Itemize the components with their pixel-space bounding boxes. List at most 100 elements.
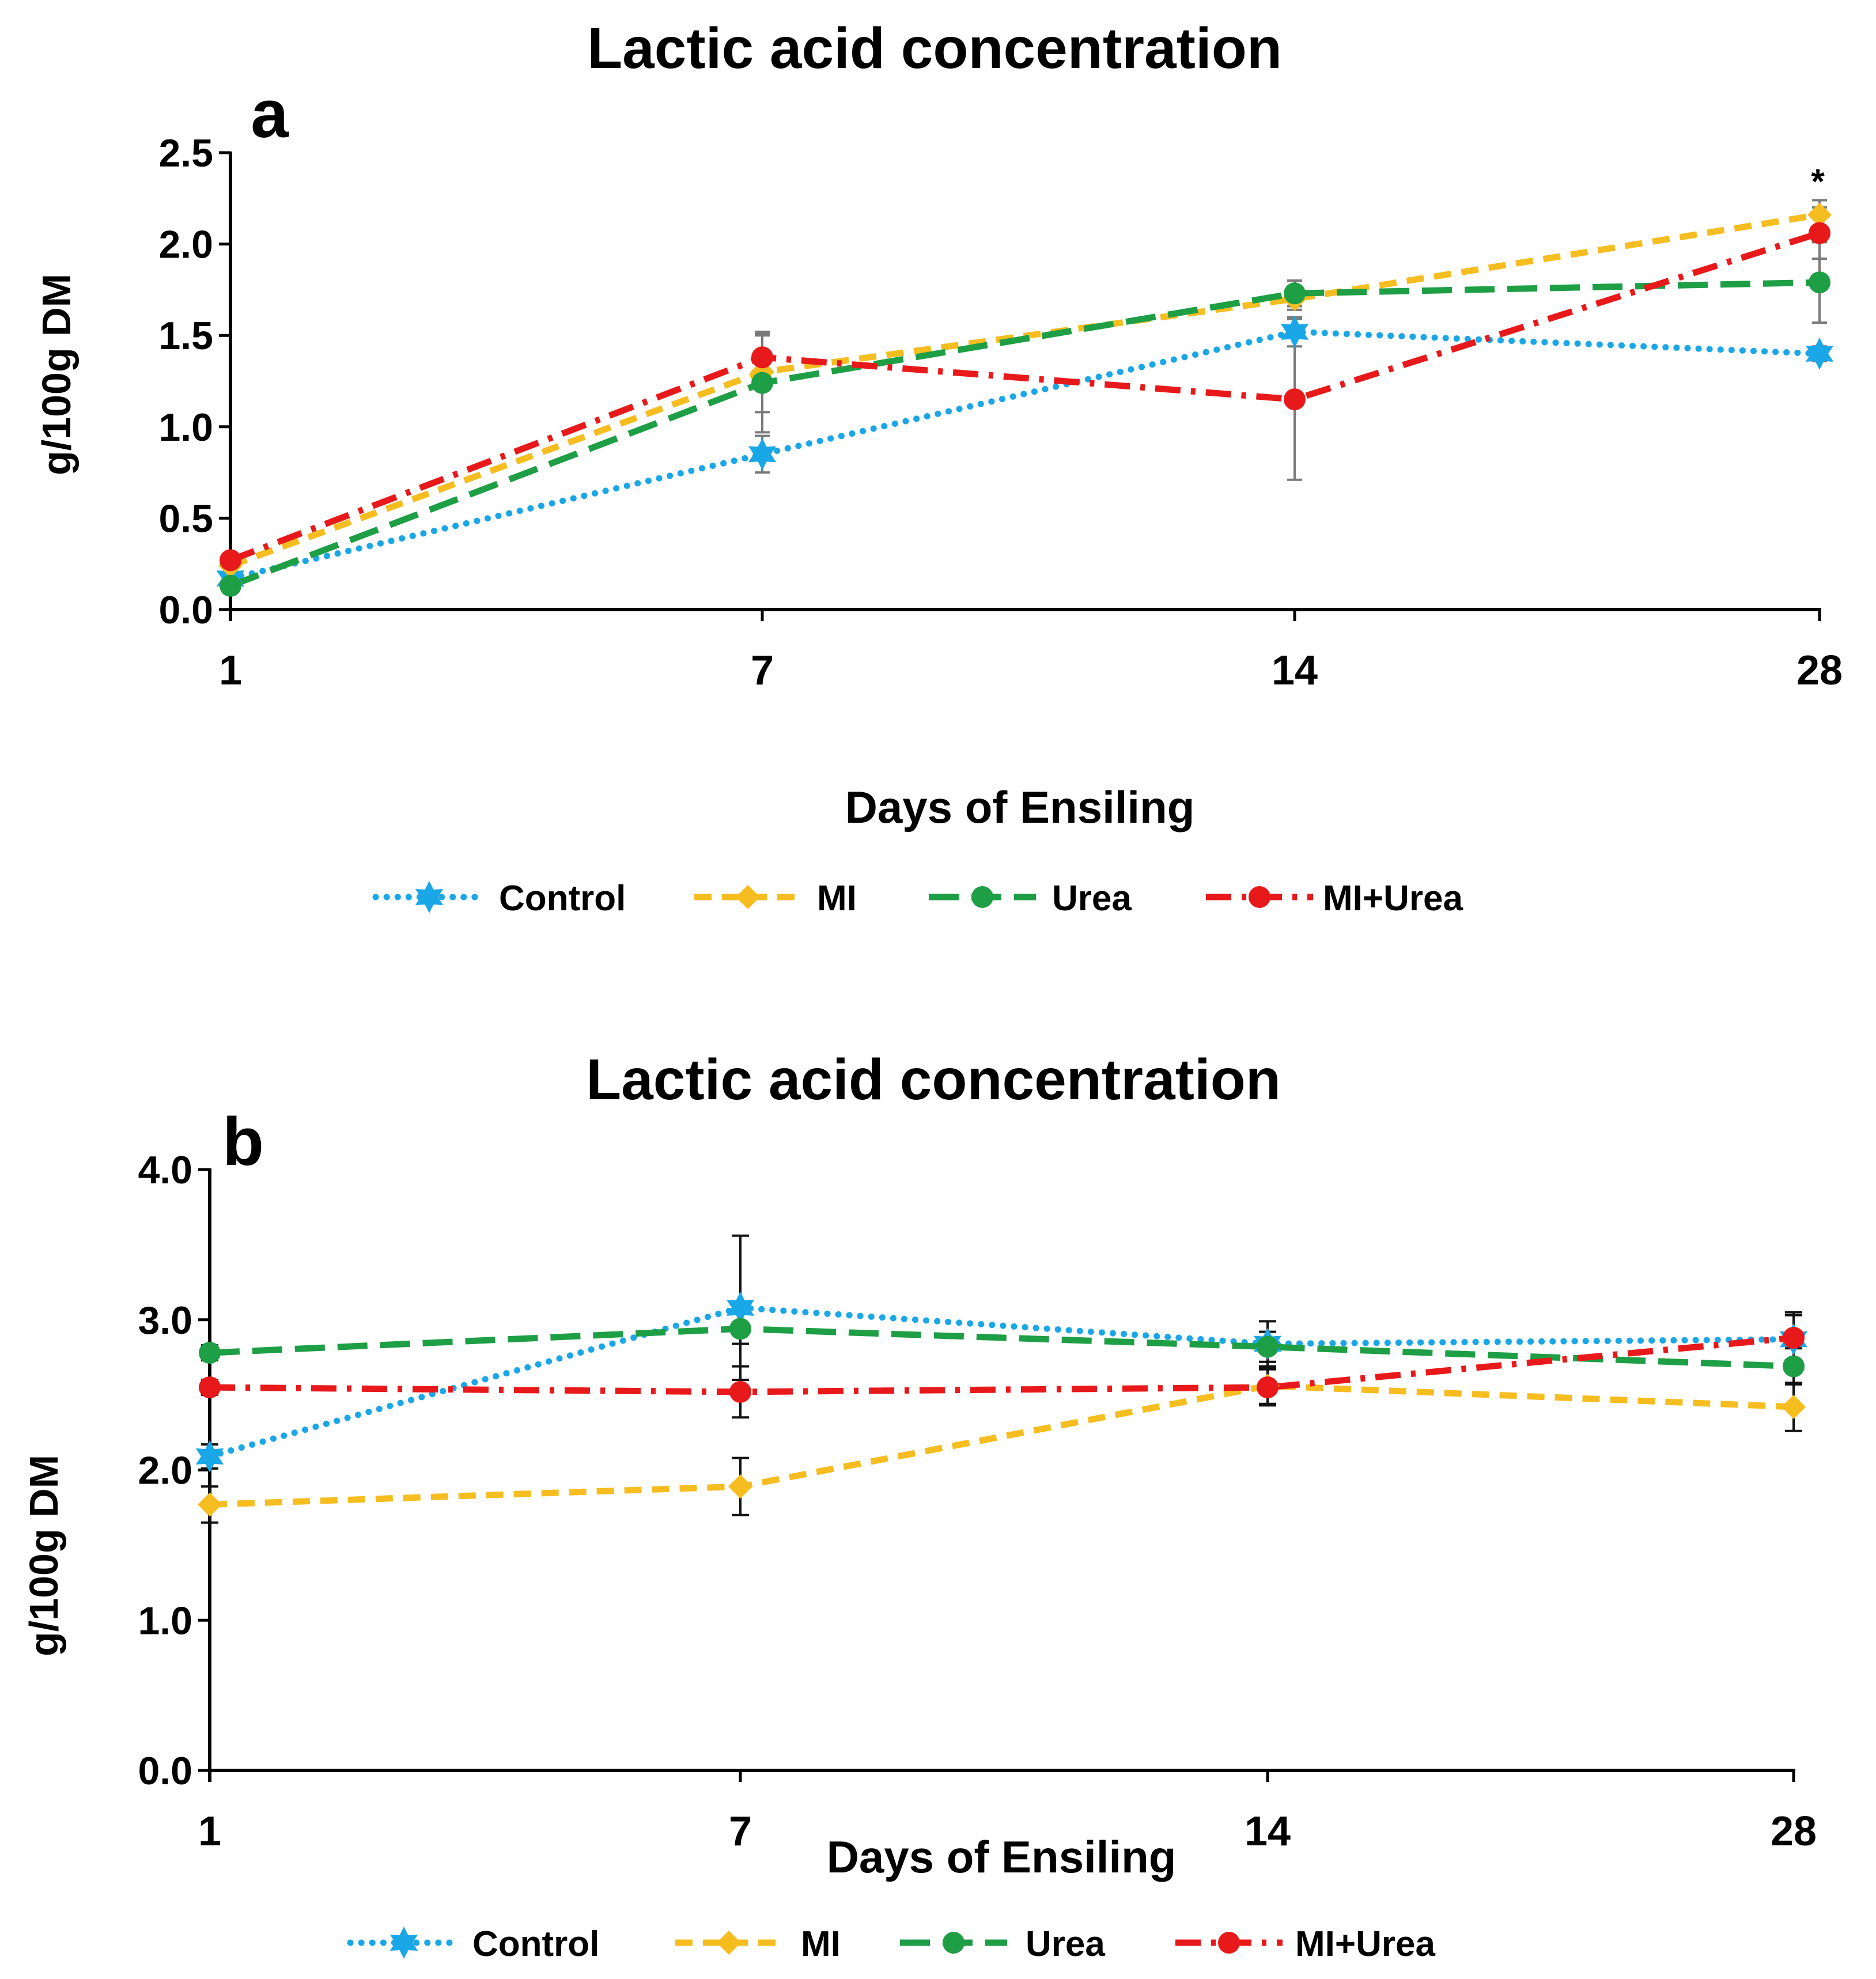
chart-b-markers [195, 1291, 1808, 1517]
chart-a-title: Lactic acid concentration [587, 16, 1282, 81]
data-point-mi-day-28 [1807, 202, 1832, 227]
data-point-control-day-7 [726, 1291, 755, 1324]
chart-a-x-tick-label: 14 [1272, 648, 1318, 694]
legend-b-control-label: Control [472, 1924, 599, 1964]
legend-marker-control [389, 1927, 418, 1959]
chart-b-series-lines [206, 1304, 1797, 1508]
chart-a-axes: 0.0 0.5 1.0 1.5 2.0 2.5 1 7 14 28 [158, 131, 1843, 694]
data-point-mi-day-7 [728, 1474, 752, 1499]
data-point-mi-urea-day-1 [199, 1376, 221, 1399]
data-point-mi-day-28 [1782, 1394, 1806, 1419]
series-line-control [206, 1304, 1797, 1460]
legend-b-mi-urea-label: MI+Urea [1295, 1924, 1435, 1964]
legend-marker-control [415, 881, 444, 913]
chart-b-y-tick-label: 0.0 [138, 1749, 192, 1793]
chart-b-y-tick-label: 3.0 [138, 1299, 192, 1342]
legend-a-mi-urea-label: MI+Urea [1323, 879, 1463, 918]
legend-a-item-mi-urea: MI+Urea [1206, 879, 1463, 918]
data-point-mi-urea-day-7 [729, 1380, 751, 1403]
chart-b-x-tick-label: 7 [729, 1808, 752, 1855]
data-point-urea-day-7 [729, 1318, 751, 1340]
data-point-mi-urea-day-14 [1284, 388, 1306, 411]
data-point-urea-day-14 [1257, 1335, 1279, 1358]
data-point-mi-urea-day-28 [1783, 1327, 1805, 1349]
legend-a-mi-label: MI [817, 879, 857, 918]
chart-a-y-tick-label: 0.0 [158, 588, 213, 632]
legend-b-mi-label: MI [801, 1924, 841, 1964]
chart-b-legend: Control MI Urea MI+Urea [347, 1924, 1435, 1964]
data-point-control-day-1 [195, 1440, 224, 1473]
data-point-mi-day-1 [198, 1492, 222, 1517]
chart-b-panel-label: b [222, 1104, 264, 1180]
chart-a-legend: Control MI Urea MI+Urea [372, 879, 1463, 918]
chart-b-y-tick-label: 1.0 [138, 1599, 192, 1643]
chart-a-y-tick-label: 2.5 [158, 131, 213, 175]
data-point-mi-urea-day-14 [1257, 1376, 1279, 1399]
series-line-mi-urea [209, 1334, 1794, 1395]
legend-a-control-marker [415, 881, 444, 913]
chart-a-y-tick-label: 1.5 [158, 314, 213, 358]
chart-a-y-tick-label: 1.0 [158, 406, 213, 449]
legend-b-item-mi: MI [675, 1924, 841, 1964]
chart-b-axes: 0.0 1.0 2.0 3.0 4.0 1 7 14 28 [138, 1148, 1817, 1855]
legend-b-item-control: Control [347, 1924, 599, 1964]
legend-marker-mi [736, 885, 760, 909]
data-point-urea-day-28 [1809, 271, 1830, 294]
series-line-control [227, 328, 1823, 582]
data-point-urea-day-28 [1783, 1355, 1805, 1378]
chart-b-x-tick-label: 28 [1771, 1808, 1817, 1855]
chart-a-x-axis-label: Days of Ensiling [845, 782, 1195, 833]
data-point-mi-urea-day-28 [1809, 222, 1830, 244]
chart-b-x-tick-label: 14 [1245, 1808, 1291, 1855]
chart-b-y-axis-label: g/100g DM [21, 1455, 66, 1656]
legend-b-mi-marker [717, 1931, 741, 1955]
chart-a-x-tick-label: 7 [751, 648, 774, 694]
legend-marker-mi-urea [1218, 1932, 1240, 1954]
series-line-urea [209, 1325, 1794, 1370]
data-point-control-day-14 [1280, 315, 1309, 348]
chart-a-x-tick-label: 1 [219, 648, 242, 694]
chart-b-y-tick-label: 2.0 [138, 1449, 192, 1493]
legend-b-mi-urea-marker [1218, 1932, 1240, 1954]
data-point-urea-day-1 [199, 1342, 221, 1364]
legend-a-urea-marker [971, 886, 993, 908]
chart-b: Lactic acid concentration b g/100g DM Da… [21, 1047, 1817, 1964]
data-point-mi-urea-day-7 [751, 346, 773, 369]
chart-a-x-tick-label: 28 [1796, 648, 1843, 694]
series-line-mi [229, 211, 1820, 569]
chart-a-panel-label: a [251, 76, 289, 152]
legend-a-mi-urea-marker [1249, 886, 1270, 908]
series-line-urea [229, 279, 1820, 589]
series-line-mi [209, 1382, 1794, 1508]
chart-a-y-axis-label: g/100g DM [34, 274, 79, 475]
chart-b-y-tick-label: 4.0 [138, 1148, 192, 1192]
data-point-urea-day-1 [220, 574, 241, 597]
chart-b-title: Lactic acid concentration [586, 1047, 1281, 1112]
data-point-control-day-28 [1805, 337, 1834, 370]
chart-a-significance-annotation: * [1811, 162, 1825, 200]
legend-marker-urea [943, 1932, 965, 1954]
chart-b-x-tick-label: 1 [198, 1808, 221, 1855]
legend-b-item-mi-urea: MI+Urea [1175, 1924, 1435, 1964]
chart-a: Lactic acid concentration a g/100g DM Da… [34, 16, 1843, 918]
legend-a-mi-marker [736, 885, 760, 909]
legend-b-urea-label: Urea [1026, 1924, 1105, 1964]
data-point-mi-urea-day-1 [220, 549, 241, 572]
legend-b-control-marker [389, 1927, 418, 1959]
legend-marker-mi [717, 1931, 741, 1955]
chart-a-y-tick-label: 2.0 [158, 223, 213, 267]
legend-a-item-urea: Urea [929, 879, 1132, 918]
chart-a-series-lines [227, 211, 1823, 589]
data-point-urea-day-14 [1284, 282, 1306, 305]
legend-a-item-control: Control [372, 879, 626, 918]
chart-a-y-tick-label: 0.5 [158, 497, 213, 540]
legend-a-item-mi: MI [694, 879, 857, 918]
data-point-urea-day-7 [751, 372, 773, 394]
chart-b-error-bars [201, 1234, 1802, 1524]
series-line-mi-urea [229, 230, 1821, 563]
legend-b-urea-marker [943, 1932, 965, 1954]
legend-a-urea-label: Urea [1052, 879, 1132, 918]
legend-a-control-label: Control [499, 879, 626, 918]
legend-marker-mi-urea [1249, 886, 1270, 908]
legend-marker-urea [971, 886, 993, 908]
